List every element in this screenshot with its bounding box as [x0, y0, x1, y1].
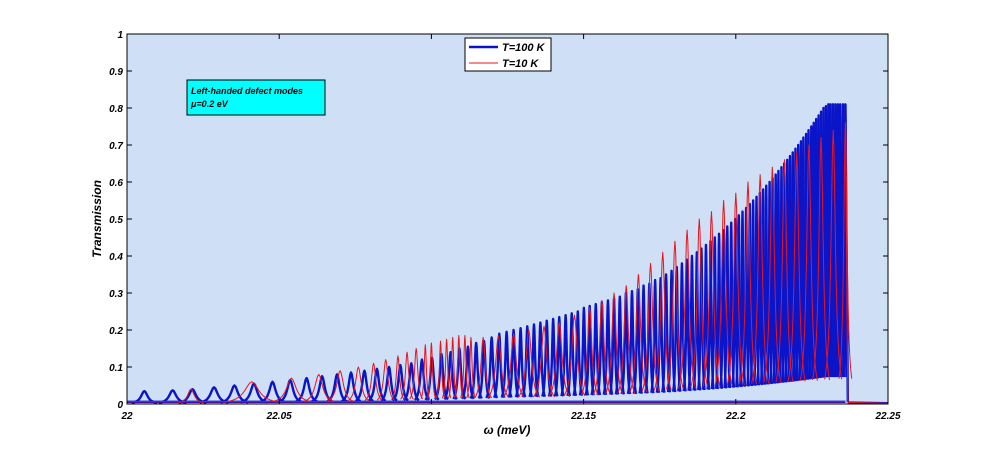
series-1-peak — [751, 174, 770, 384]
series-1-peak — [592, 299, 611, 395]
series-1-peak — [838, 122, 853, 379]
series-1-peak — [178, 388, 204, 404]
series-1-peak — [224, 381, 280, 403]
series-1-peak — [653, 251, 672, 391]
legend-box — [464, 37, 552, 72]
y-axis-label: Transmission — [90, 180, 104, 258]
series-1-peak — [409, 348, 423, 400]
x-tick-label: 22.25 — [874, 411, 900, 422]
legend-label-t10: T=10 K — [502, 58, 539, 70]
x-tick-label: 22 — [120, 411, 133, 422]
series-1-peak — [775, 159, 794, 383]
y-tick-label: 0.9 — [109, 67, 123, 78]
series-1-peak — [532, 325, 556, 398]
series-1-peak — [665, 240, 684, 390]
series-1-peak — [474, 336, 493, 399]
y-tick-label: 0 — [117, 400, 123, 411]
series-1-peak — [824, 129, 843, 380]
series-1-peak — [726, 192, 745, 386]
x-tick-label: 22.05 — [266, 411, 292, 422]
y-tick-label: 0.3 — [109, 289, 123, 300]
series-1-peak — [641, 262, 660, 392]
legend: T=100 K T=10 K — [464, 37, 552, 72]
y-tick-label: 1 — [117, 30, 123, 41]
series-1-peak — [799, 144, 818, 381]
series-1-cutoff — [844, 122, 849, 403]
series-1-peak — [327, 370, 354, 402]
series-1-peak — [690, 218, 709, 388]
series-1-peak — [272, 377, 311, 403]
x-tick-label: 22.15 — [570, 411, 596, 422]
annotation-mu: μ=0.2 eV — [190, 99, 229, 109]
ticks-layer: 22 22.05 22.1 22.15 22.2 22.25 0 0.1 0.2 0.3 0.4 0.… — [109, 30, 901, 422]
y-tick-label: 0.4 — [109, 252, 123, 263]
x-axis-label: ω (meV) — [484, 423, 531, 437]
series-1-peak — [812, 137, 831, 381]
series-1-peak — [502, 333, 525, 398]
series-1-tail — [847, 402, 888, 404]
series-1-peak — [517, 329, 540, 398]
y-tick-label: 0.7 — [109, 141, 123, 152]
y-tick-label: 0.1 — [109, 363, 123, 374]
series-1-peak — [563, 314, 586, 397]
annotation-box: Left-handed defect modes μ=0.2 eV — [186, 79, 326, 116]
y-tick-label: 0.2 — [109, 326, 123, 337]
series-1-peak — [548, 322, 571, 397]
y-tick-label: 0.8 — [109, 104, 123, 115]
series-1-peak — [629, 274, 648, 393]
series-1-peak — [763, 166, 782, 383]
series-1-peak — [702, 211, 721, 387]
annotation-background — [186, 79, 326, 116]
series-1-peak — [714, 200, 733, 386]
series-1-peak — [466, 336, 476, 399]
series-1-peak — [426, 342, 437, 399]
series-1-peak — [580, 307, 599, 396]
series-1 — [127, 122, 888, 404]
series-1-peak — [303, 373, 334, 402]
series-1-peak — [678, 229, 697, 389]
x-tick-label: 22.1 — [421, 411, 442, 422]
series-1-peak — [787, 151, 806, 382]
series-1-peak — [487, 335, 510, 399]
annotation-title: Left-handed defect modes — [191, 86, 303, 96]
y-tick-label: 0.5 — [109, 215, 123, 226]
x-tick-label: 22.2 — [725, 411, 746, 422]
series-1-peak — [376, 359, 395, 401]
legend-label-t100: T=100 K — [502, 42, 546, 54]
series-layer — [127, 103, 888, 404]
series-1-peak — [347, 366, 370, 402]
series-1-peak — [605, 292, 624, 395]
series-1-peak — [738, 181, 757, 385]
y-tick-label: 0.6 — [109, 178, 123, 189]
